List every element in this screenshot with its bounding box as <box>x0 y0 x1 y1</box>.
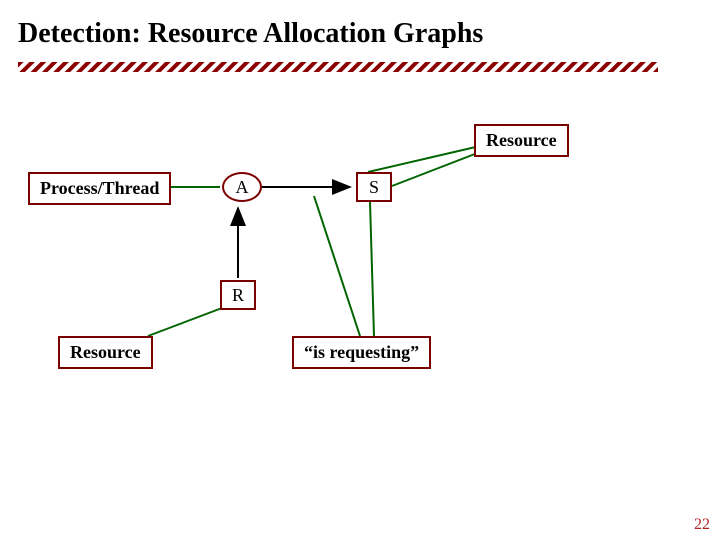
page-number: 22 <box>694 516 710 534</box>
node-s: S <box>356 172 392 202</box>
title-underline <box>18 62 658 72</box>
edges-layer <box>0 0 720 540</box>
node-a-label: A <box>236 177 249 198</box>
node-s-label: S <box>369 177 379 198</box>
label-is-requesting: “is requesting” <box>292 336 431 369</box>
label-process-thread: Process/Thread <box>28 172 171 205</box>
label-resource-top: Resource <box>474 124 569 157</box>
node-r: R <box>220 280 256 310</box>
page-title: Detection: Resource Allocation Graphs <box>18 18 483 50</box>
label-resource-left: Resource <box>58 336 153 369</box>
node-a: A <box>222 172 262 202</box>
node-r-label: R <box>232 285 244 306</box>
